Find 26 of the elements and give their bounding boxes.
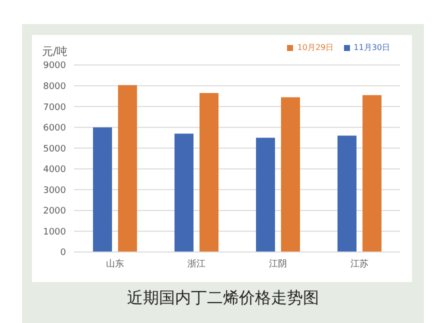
bar bbox=[338, 136, 356, 252]
x-tick-label: 江阴 bbox=[268, 258, 287, 270]
x-tick-label: 山东 bbox=[106, 258, 124, 270]
legend-label: 11月30日 bbox=[354, 43, 390, 52]
y-tick-label: 4000 bbox=[43, 165, 66, 176]
y-tick-label: 0 bbox=[60, 248, 66, 258]
y-tick-label: 2000 bbox=[43, 206, 66, 217]
y-tick-label: 7000 bbox=[43, 102, 66, 113]
legend-label: 10月29日 bbox=[297, 43, 334, 52]
bar bbox=[118, 85, 137, 252]
y-tick-label: 6000 bbox=[43, 124, 66, 134]
y-tick-label: 3000 bbox=[43, 186, 66, 196]
bar bbox=[362, 95, 382, 252]
bar bbox=[93, 127, 112, 252]
bar bbox=[256, 138, 275, 252]
y-tick-label: 8000 bbox=[43, 82, 66, 92]
x-tick-label: 江苏 bbox=[350, 258, 368, 270]
y-tick-label: 1000 bbox=[43, 227, 66, 238]
bar bbox=[200, 93, 218, 252]
x-tick-label: 浙江 bbox=[187, 258, 206, 270]
y-axis-title: 元/吨 bbox=[42, 44, 68, 59]
text: 近期国内丁二烯价格走势图 bbox=[126, 288, 320, 309]
y-tick-label: 5000 bbox=[43, 144, 66, 154]
bar bbox=[174, 134, 194, 252]
y-tick-label: 9000 bbox=[43, 61, 66, 72]
bar bbox=[281, 97, 300, 252]
